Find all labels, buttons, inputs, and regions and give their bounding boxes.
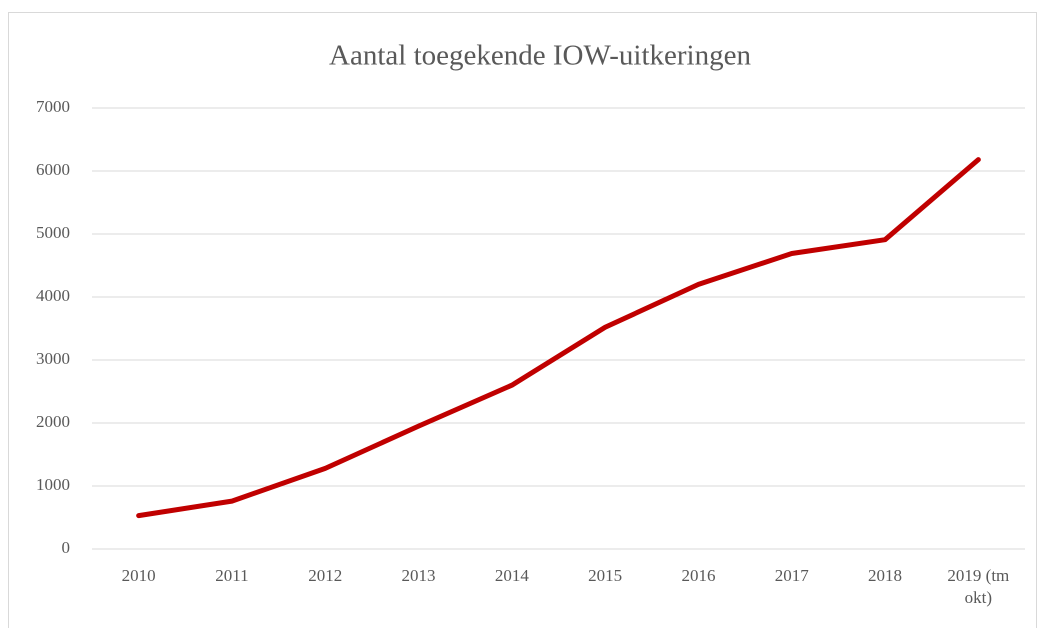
chart-title: Aantal toegekende IOW-uitkeringen — [329, 40, 751, 72]
x-tick-label: 2019 (tm okt) — [947, 566, 1010, 607]
x-tick-label: 2018 — [868, 566, 903, 585]
x-tick-label: 2015 — [588, 566, 623, 585]
x-tick-label: 2013 — [401, 566, 436, 585]
y-tick-label: 2000 — [36, 412, 70, 431]
y-tick-label: 4000 — [36, 286, 70, 305]
y-tick-label: 1000 — [36, 475, 70, 494]
y-tick-label: 6000 — [36, 160, 70, 179]
x-tick-label: 2012 — [308, 566, 343, 585]
x-tick-label: 2016 — [681, 566, 716, 585]
x-tick-label: 2014 — [494, 566, 529, 585]
chart-border — [8, 12, 1037, 628]
y-tick-label: 5000 — [36, 223, 70, 242]
y-tick-label: 7000 — [36, 97, 70, 116]
x-tick-label: 2011 — [215, 566, 249, 585]
data-line — [136, 157, 981, 519]
x-tick-label: 2017 — [774, 566, 809, 585]
y-tick-label: 0 — [62, 538, 71, 557]
x-tick-label: 2010 — [121, 566, 156, 585]
y-tick-label: 3000 — [36, 349, 70, 368]
